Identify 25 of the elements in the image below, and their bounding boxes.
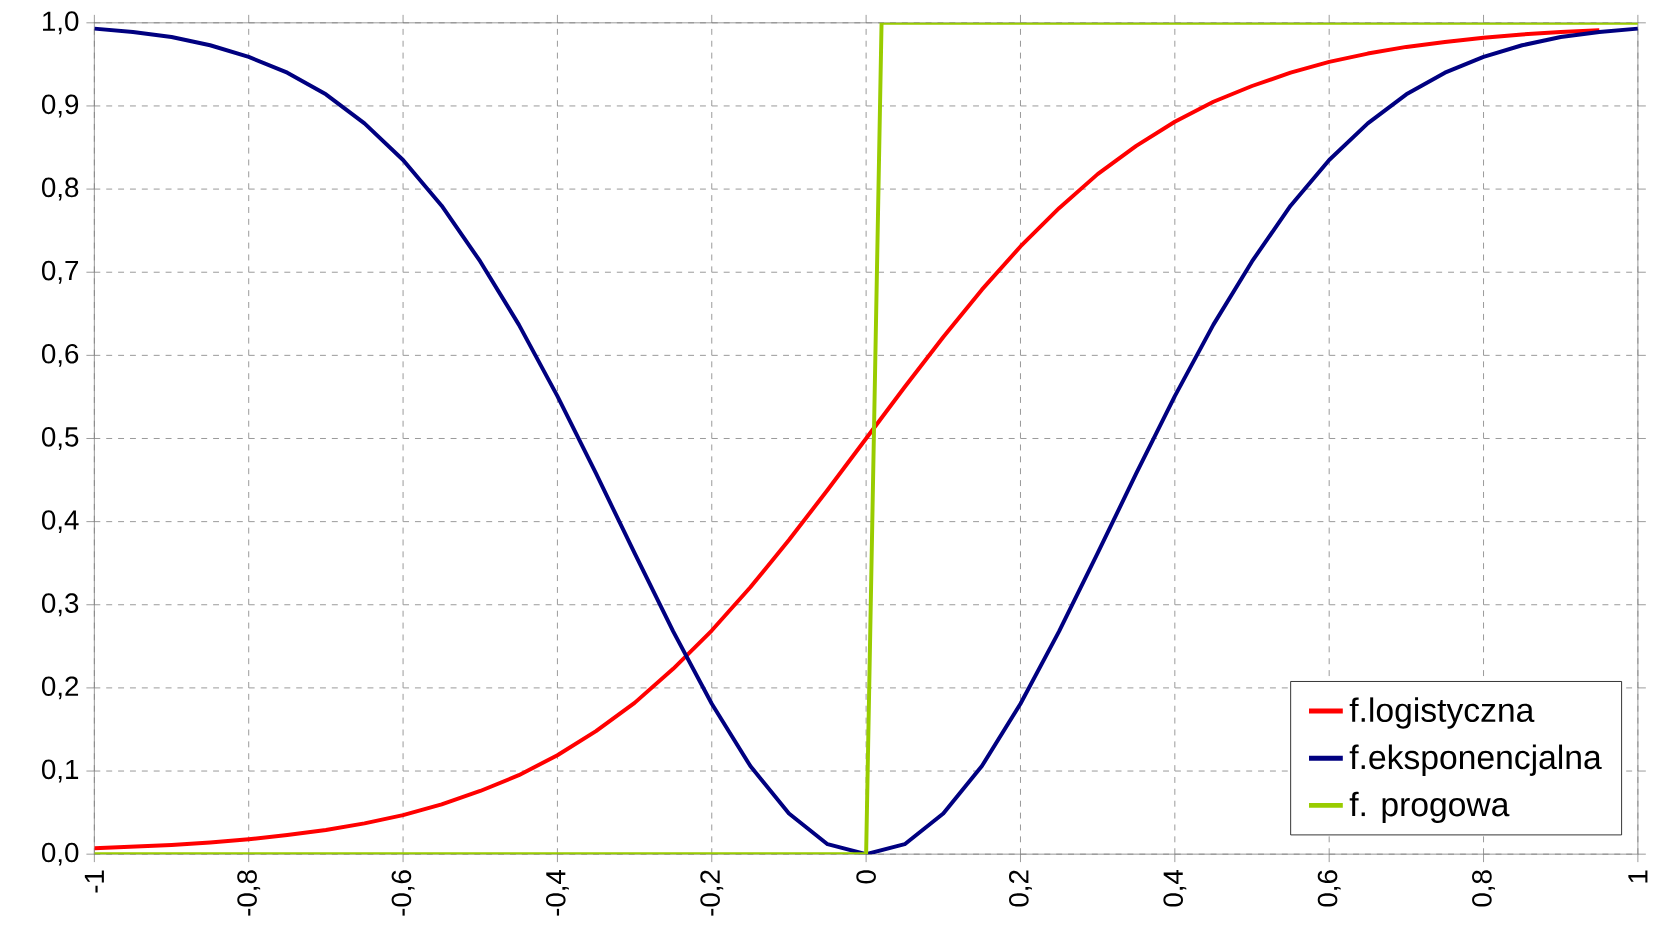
y-tick-label: 0,2 xyxy=(41,676,79,700)
y-tick-label: 0,8 xyxy=(41,177,79,201)
x-tick-label: 0 xyxy=(856,870,876,884)
y-tick-label: 0,4 xyxy=(41,510,79,534)
legend-label: f.eksponencjalna xyxy=(1349,744,1602,777)
y-tick-label: 1,0 xyxy=(43,11,79,35)
x-tick-label: 0,8 xyxy=(1472,870,1495,907)
y-tick-label: 0,1 xyxy=(41,759,79,783)
y-tick-label: 0,3 xyxy=(41,593,79,617)
x-tick-label: -0,2 xyxy=(700,870,724,916)
x-tick-label: 0,6 xyxy=(1317,870,1341,907)
x-tick-label: -1 xyxy=(84,870,104,893)
x-tick-label: 0,2 xyxy=(1009,870,1032,907)
y-tick-label: 0,5 xyxy=(41,427,79,451)
x-tick-label: -0,4 xyxy=(545,870,569,916)
y-tick-label: 0,7 xyxy=(41,260,79,284)
y-tick-label: 0,0 xyxy=(41,842,79,866)
y-tick-label: 0,9 xyxy=(41,94,79,118)
x-tick-label: -0,8 xyxy=(237,870,261,916)
legend-label: f. progowa xyxy=(1349,791,1510,824)
y-tick-label: 0,6 xyxy=(41,344,79,368)
legend-label: f.logistyczna xyxy=(1349,697,1535,729)
x-tick-label: 0,4 xyxy=(1163,870,1187,907)
x-tick-label: 1 xyxy=(1628,870,1648,883)
x-tick-label: -0,6 xyxy=(391,870,415,916)
